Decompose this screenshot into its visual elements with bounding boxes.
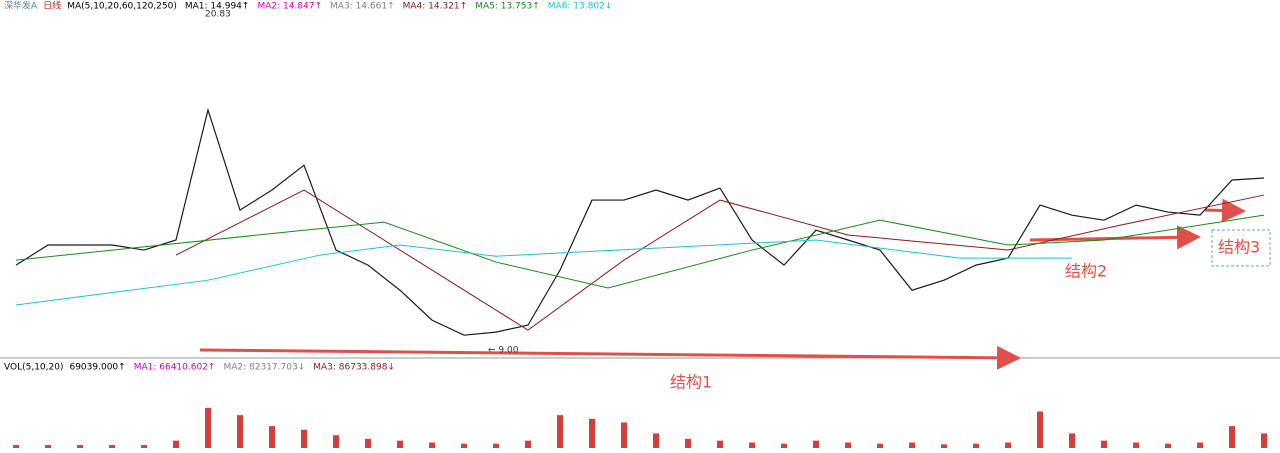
volume-bar	[173, 440, 179, 448]
volume-bar	[525, 440, 531, 448]
price-line	[15, 239, 1072, 306]
volume-bar	[749, 442, 755, 448]
volume-bar	[461, 443, 467, 448]
annotation: ← 9.00	[488, 346, 519, 356]
volume-bar	[813, 440, 819, 448]
volume-bar	[685, 438, 691, 448]
volume-bar	[1133, 442, 1139, 448]
arrow	[1204, 198, 1246, 223]
volume-bar	[1101, 440, 1107, 448]
header-text: 69039.000↑	[69, 363, 125, 373]
header-text: 日线	[43, 0, 61, 12]
volume-bar	[141, 445, 147, 448]
header-text: MA1: 14.994↑	[185, 2, 250, 12]
volume-bar	[77, 445, 83, 448]
volume-bar	[653, 433, 659, 448]
volume-bar	[205, 407, 211, 448]
volume-bar	[941, 444, 947, 448]
header-text: MA1: 66410.602↑	[134, 363, 216, 373]
volume-bar	[1197, 442, 1203, 448]
header-text: VOL(5,10,20)	[4, 363, 63, 373]
header-text: MA3: 86733.898↓	[313, 363, 395, 373]
volume-bar	[589, 418, 595, 448]
header-text: MA6: 13.802↓	[548, 2, 613, 12]
volume-bar	[397, 440, 403, 448]
volume-bar	[1037, 411, 1043, 448]
volume-bar	[877, 443, 883, 448]
volume-bar	[45, 445, 51, 448]
volume-bar	[109, 445, 115, 448]
volume-bar	[429, 442, 435, 448]
volume-bar	[1005, 442, 1011, 448]
volume-bar	[717, 440, 723, 448]
volume-bar	[493, 443, 499, 448]
volume-bar	[1261, 433, 1267, 448]
volume-bar	[621, 422, 627, 448]
arrow	[199, 345, 1021, 370]
volume-bar	[557, 415, 563, 448]
header-text: 深华发A	[4, 0, 38, 12]
price-line	[15, 214, 1265, 289]
annotation: 结构2	[1065, 262, 1107, 281]
annotation: 结构1	[670, 373, 712, 392]
volume-bar	[333, 435, 339, 448]
header-text: MA3: 14.661↑	[330, 2, 395, 12]
annotation: 20.83	[205, 10, 231, 20]
header-text: MA2: 82317.703↓	[223, 363, 305, 373]
volume-bar	[909, 442, 915, 448]
volume-bar	[845, 442, 851, 448]
volume-bar	[365, 438, 371, 448]
header-text: MA4: 14.321↑	[403, 2, 468, 12]
volume-bar	[781, 443, 787, 448]
volume-bar	[301, 429, 307, 448]
volume-bar	[1229, 426, 1235, 448]
header-text: MA5: 13.753↑	[475, 2, 540, 12]
volume-bar	[1069, 433, 1075, 448]
volume-bar	[973, 443, 979, 448]
volume-bar	[13, 445, 19, 448]
annotation: 结构3	[1218, 238, 1260, 257]
annotation-box	[1211, 229, 1271, 267]
volume-bar	[237, 415, 243, 448]
header-text: MA(5,10,20,60,120,250)	[67, 2, 177, 12]
volume-bar	[269, 426, 275, 448]
header-text: MA2: 14.847↑	[257, 2, 322, 12]
volume-bar	[1165, 443, 1171, 448]
price-line	[15, 107, 1265, 336]
